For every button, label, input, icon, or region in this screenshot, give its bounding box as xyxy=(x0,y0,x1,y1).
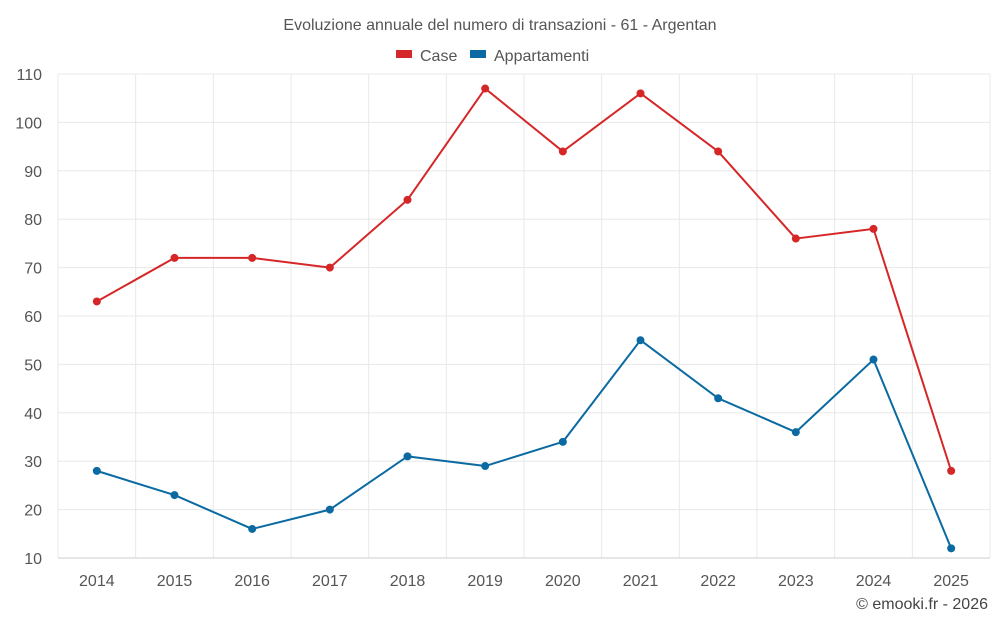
gridlines xyxy=(57,73,991,559)
data-point-case[interactable] xyxy=(92,297,101,306)
y-tick-label: 100 xyxy=(15,115,42,132)
y-tick-label: 20 xyxy=(24,503,42,520)
legend-swatch-appartamenti xyxy=(470,50,486,58)
data-point-case[interactable] xyxy=(947,466,956,475)
data-point-appartamenti[interactable] xyxy=(403,452,412,461)
data-point-appartamenti[interactable] xyxy=(248,524,257,533)
x-tick-label: 2022 xyxy=(700,573,736,590)
data-point-case[interactable] xyxy=(714,147,723,156)
y-tick-label: 10 xyxy=(24,551,42,568)
data-point-appartamenti[interactable] xyxy=(481,462,490,471)
data-point-appartamenti[interactable] xyxy=(714,394,723,403)
x-tick-label: 2017 xyxy=(312,573,348,590)
y-tick-label: 90 xyxy=(24,164,42,181)
data-point-appartamenti[interactable] xyxy=(636,336,645,345)
x-tick-label: 2025 xyxy=(933,573,969,590)
legend-label-appartamenti[interactable]: Appartamenti xyxy=(494,48,589,65)
y-tick-label: 110 xyxy=(16,67,42,84)
data-point-appartamenti[interactable] xyxy=(92,466,101,475)
y-tick-label: 60 xyxy=(24,309,42,326)
y-tick-label: 80 xyxy=(24,212,42,229)
data-point-appartamenti[interactable] xyxy=(791,428,800,437)
y-axis: 10 20 30 40 50 60 70 80 90 100 110 xyxy=(15,67,42,568)
data-point-case[interactable] xyxy=(558,147,567,156)
chart-title: Evoluzione annuale del numero di transaz… xyxy=(283,17,716,34)
x-tick-label: 2024 xyxy=(856,573,892,590)
x-tick-label: 2015 xyxy=(157,573,193,590)
legend: Case Appartamenti xyxy=(396,48,589,65)
data-point-case[interactable] xyxy=(325,263,334,272)
series-layer xyxy=(92,84,956,553)
x-tick-label: 2016 xyxy=(234,573,270,590)
series-line-case xyxy=(96,87,953,472)
data-point-case[interactable] xyxy=(170,253,179,262)
x-tick-label: 2020 xyxy=(545,573,581,590)
series-line-appartamenti xyxy=(96,339,953,549)
x-tick-label: 2019 xyxy=(467,573,503,590)
data-point-case[interactable] xyxy=(636,89,645,98)
x-tick-label: 2014 xyxy=(79,573,115,590)
data-point-case[interactable] xyxy=(481,84,490,93)
y-tick-label: 70 xyxy=(24,261,42,278)
data-point-appartamenti[interactable] xyxy=(170,491,179,500)
x-tick-label: 2021 xyxy=(623,573,659,590)
data-point-case[interactable] xyxy=(248,253,257,262)
data-point-appartamenti[interactable] xyxy=(558,437,567,446)
data-point-appartamenti[interactable] xyxy=(947,544,956,553)
y-tick-label: 50 xyxy=(24,357,42,374)
data-point-case[interactable] xyxy=(403,195,412,204)
data-point-appartamenti[interactable] xyxy=(869,355,878,364)
legend-swatch-case xyxy=(396,50,412,58)
credit-text: © emooki.fr - 2026 xyxy=(856,596,988,613)
x-tick-label: 2023 xyxy=(778,573,814,590)
x-axis: 2014 2015 2016 2017 2018 2019 2020 2021 2022 2023… xyxy=(58,557,990,590)
x-tick-label: 2018 xyxy=(390,573,426,590)
y-tick-label: 30 xyxy=(24,454,42,471)
data-point-case[interactable] xyxy=(869,224,878,233)
legend-label-case[interactable]: Case xyxy=(420,48,457,65)
data-point-case[interactable] xyxy=(791,234,800,243)
y-tick-label: 40 xyxy=(24,406,42,423)
data-point-appartamenti[interactable] xyxy=(325,505,334,514)
